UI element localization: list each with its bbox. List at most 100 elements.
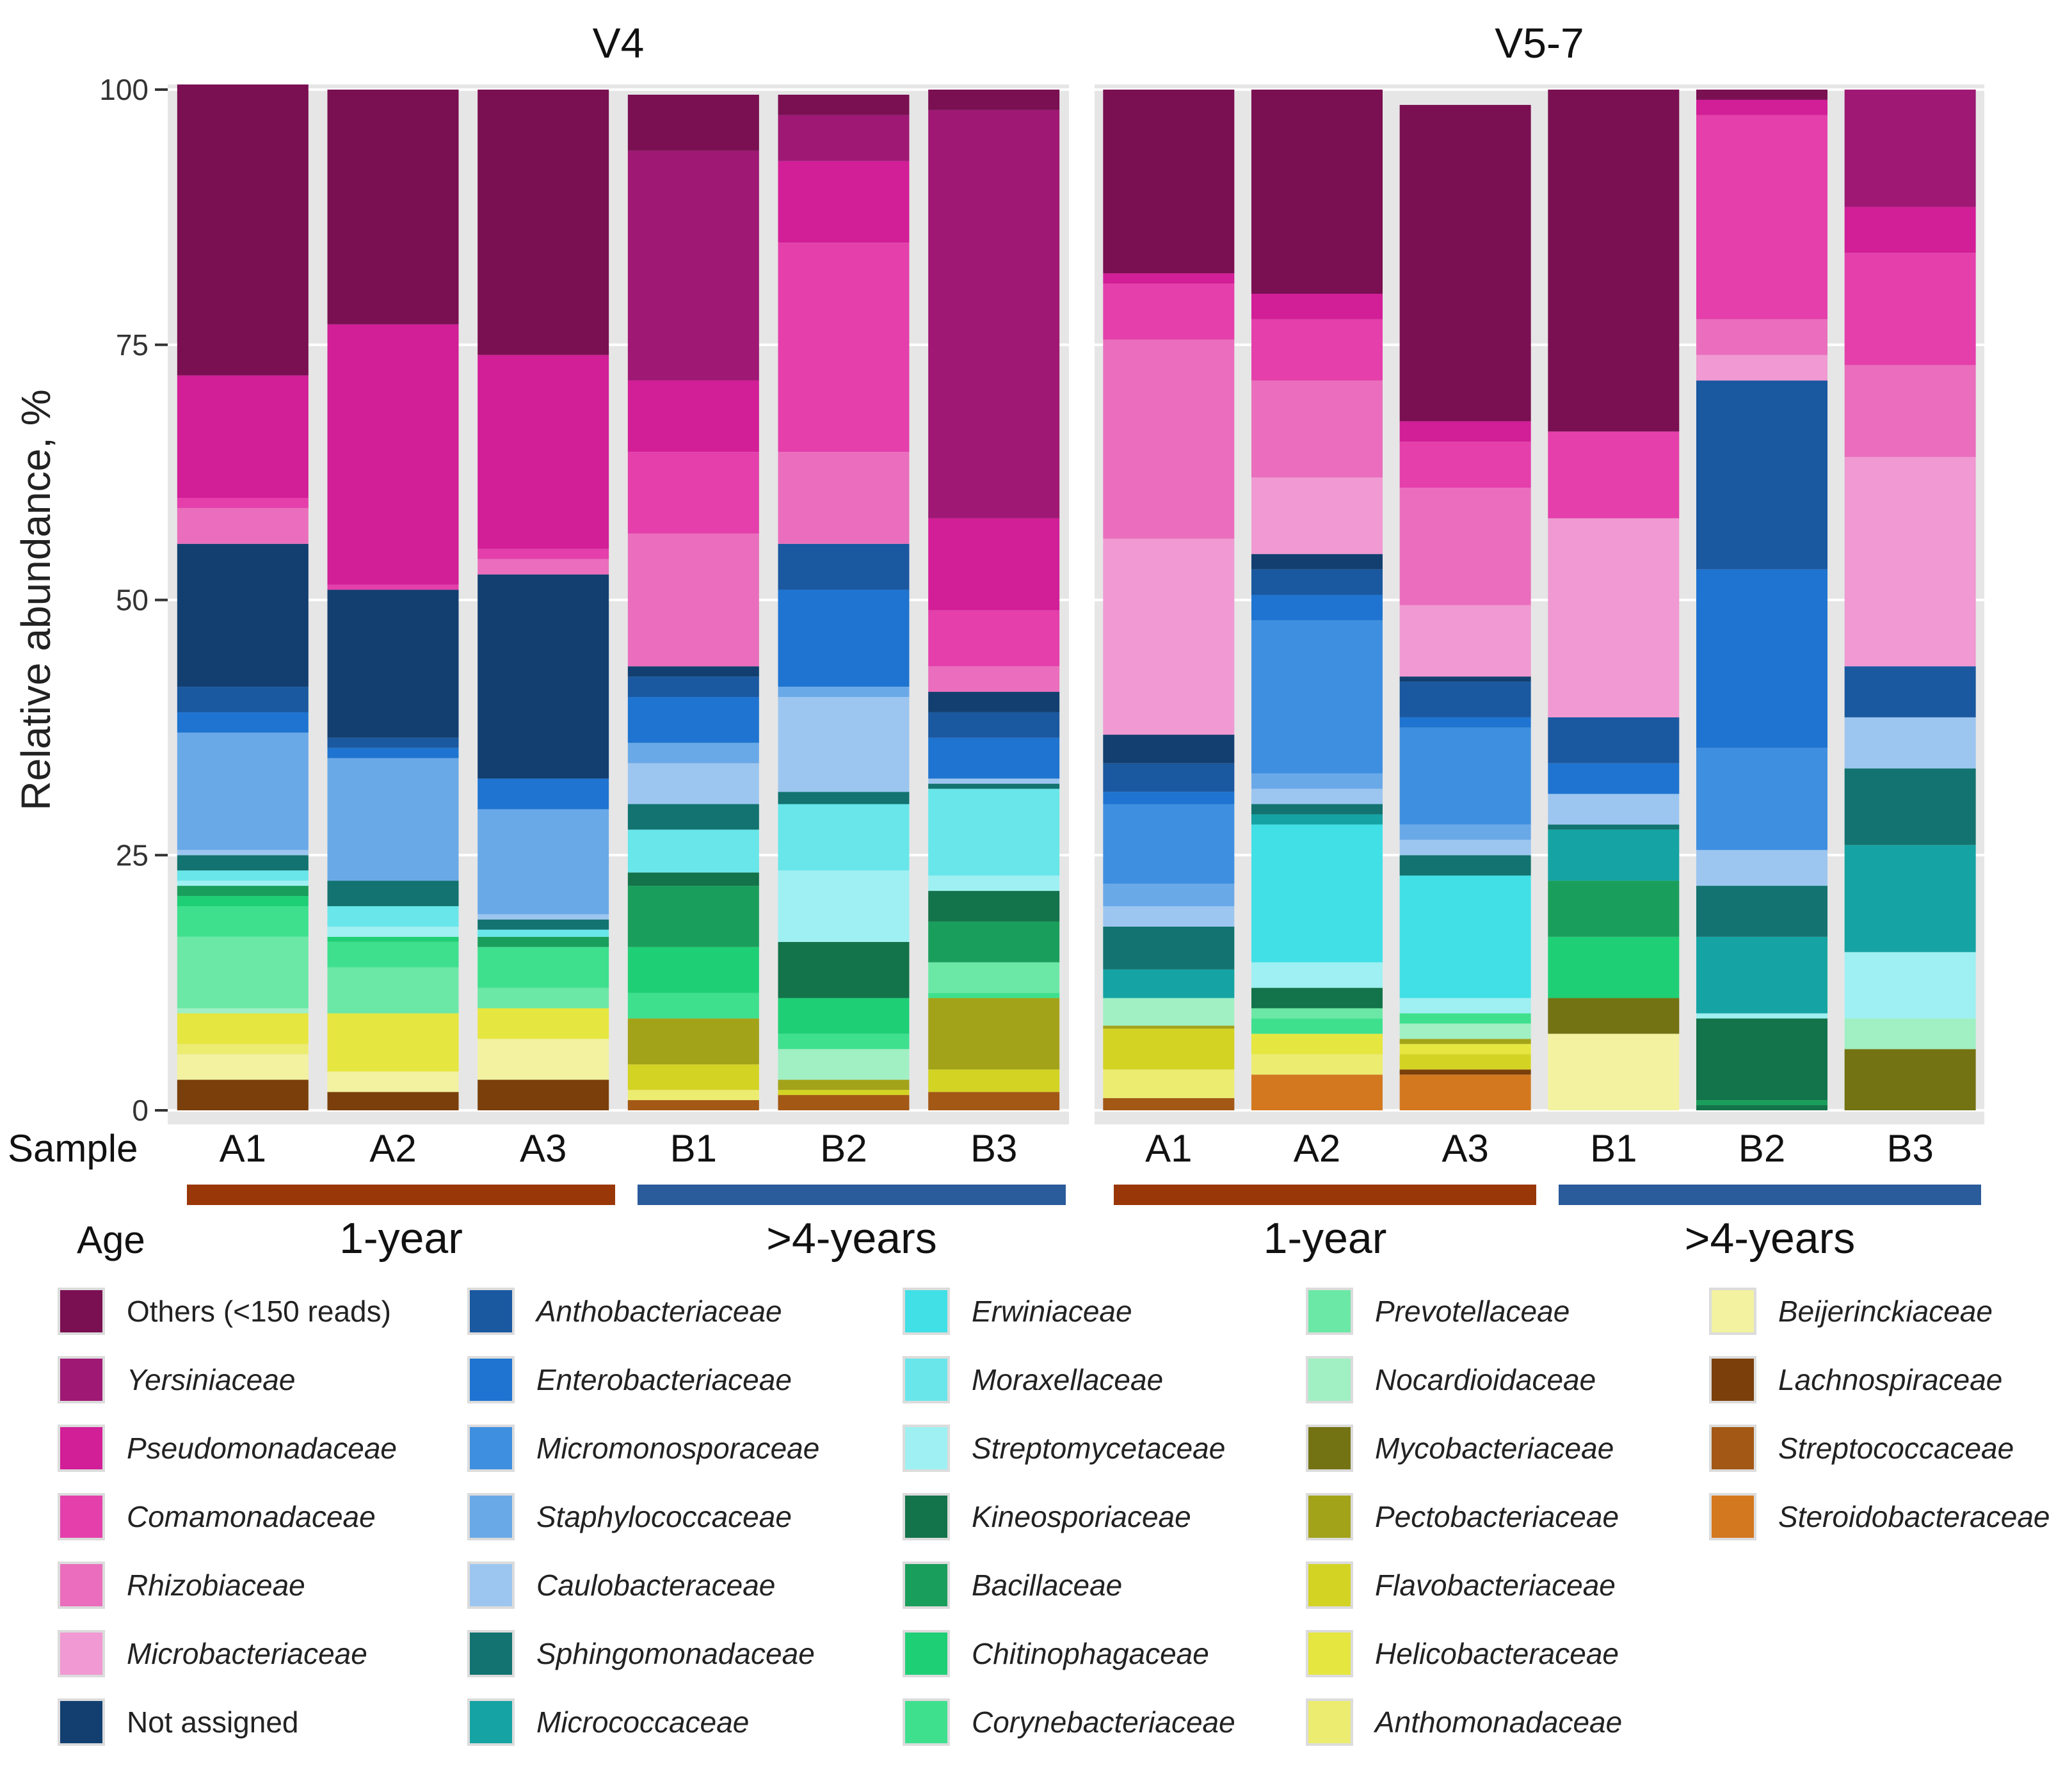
legend-label: Nocardioidaceae [1375, 1363, 1596, 1396]
y-tick-label-50: 50 [116, 584, 149, 617]
bar-segment-V4-B3-prevotellaceae-4 [928, 962, 1060, 993]
bar-segment-V4-B3-not-assigned-13 [928, 692, 1060, 712]
bar-segment-V5-7-A3-staphylococcaceae-11 [1399, 824, 1531, 840]
bar-segment-V4-B2-nocardioidaceae-3 [778, 1049, 910, 1080]
bar-segment-V4-A2-anthobacteriaceae-11 [327, 737, 459, 748]
bar-segment-V5-7-B2-streptomycetaceae-3 [1696, 1013, 1827, 1019]
legend-label: Yersiniaceae [127, 1363, 296, 1396]
bar-segment-V5-7-B1-enterobacteriaceae-7 [1548, 763, 1680, 794]
bar-segment-V5-7-B3-rhizobiaceae-8 [1844, 365, 1976, 458]
legend-item: Micrococcaceae [467, 1691, 877, 1748]
legend-label: Micrococcaceae [536, 1705, 750, 1739]
bar-segment-V4-A3-prevotellaceae-3 [478, 987, 609, 1009]
legend-item: Flavobacteriaceae [1306, 1554, 1715, 1611]
bar-segment-V4-B3-bacillaceae-5 [928, 921, 1060, 962]
bar-segment-V5-7-A2-pseudomonadaceae-19 [1251, 294, 1383, 319]
legend-swatch [1306, 1356, 1353, 1403]
bar-segment-V4-A3-pseudomonadaceae-14 [478, 355, 609, 549]
panel-layer [168, 84, 1984, 1124]
legend-swatch [1306, 1493, 1353, 1540]
bar-segment-V4-B3-anthobacteriaceae-12 [928, 712, 1060, 738]
age-bar-V5-7-1 [1559, 1185, 1981, 1205]
bar-segment-V5-7-B1-chitinophagaceae-2 [1548, 936, 1680, 998]
bar-segment-V4-A3-rhizobiaceae-12 [478, 559, 609, 575]
legend-item: Moraxellaceae [903, 1348, 1312, 1406]
panel-title-V4: V4 [593, 19, 645, 67]
bar-segment-V4-B2-pseudomonadaceae-16 [778, 161, 910, 243]
legend-item: Helicobacteraceae [1306, 1622, 1715, 1680]
bar-segment-V5-7-A1-micromonosporaceae-9 [1103, 804, 1235, 884]
legend-label: Lachnospiraceae [1778, 1363, 2003, 1396]
bar-segment-V4-A2-corynebacteriaceae-4 [327, 941, 459, 968]
bar-segment-V5-7-A2-anthobacteriaceae-14 [1251, 569, 1383, 595]
legend-item: Others (<150 reads) [58, 1280, 467, 1338]
legend-swatch [467, 1356, 515, 1403]
age-bar-V4-0 [187, 1185, 615, 1205]
bar-segment-V4-A1-enterobacteriaceae-14 [177, 712, 309, 733]
bar-segment-V5-7-B3-micrococcaceae-3 [1844, 845, 1976, 952]
axis-layer: 0 25 50 75 100 [99, 73, 168, 1127]
bar-segment-V4-A3-beijerinckiaceae-1 [478, 1039, 609, 1080]
bar-segment-V4-A1-prevotellaceae-5 [177, 936, 309, 1009]
legend-item: Staphylococcaceae [467, 1485, 877, 1543]
legend-label: Not assigned [127, 1705, 299, 1739]
bar-segment-V5-7-A3-micromonosporaceae-12 [1399, 727, 1531, 825]
bar-segment-V4-A1-nocardioidaceae-4 [177, 1008, 309, 1014]
bar-segment-V5-7-B2-comamonadaceae-12 [1696, 115, 1827, 319]
bar-segment-V4-B3-streptococcaceae-0 [928, 1092, 1060, 1110]
bar-segment-V5-7-A2-enterobacteriaceae-13 [1251, 595, 1383, 621]
age-label-V5-7-0: 1-year [1264, 1214, 1387, 1263]
legend-item: Microbacteriaceae [58, 1622, 467, 1680]
legend-item: Micromonosporaceae [467, 1417, 877, 1474]
legend-swatch [1306, 1698, 1353, 1746]
legend-swatch [467, 1425, 515, 1472]
bar-segment-V4-B3-others-150-reads--18 [928, 90, 1060, 110]
bar-segment-V5-7-A2-prevotellaceae-4 [1251, 1008, 1383, 1019]
bar-segment-V5-7-B2-kineosporiaceae-0 [1696, 1105, 1827, 1110]
legend-swatch [1306, 1561, 1353, 1609]
legend-label: Enterobacteriaceae [536, 1363, 792, 1396]
age-bar-V4-1 [638, 1185, 1066, 1205]
legend-item: Nocardioidaceae [1306, 1348, 1715, 1406]
bar-segment-V5-7-A2-others-150-reads--20 [1251, 90, 1383, 294]
y-tick-label-0: 0 [132, 1094, 149, 1127]
legend-swatch [467, 1493, 515, 1540]
bar-segment-V5-7-A1-nocardioidaceae-4 [1103, 998, 1235, 1026]
legend-swatch [58, 1288, 105, 1335]
bar-segment-V5-7-A1-micrococcaceae-5 [1103, 969, 1235, 998]
sample-label-V5-7-B3: B3 [1886, 1127, 1933, 1170]
bar-segment-V5-7-B3-pseudomonadaceae-10 [1844, 207, 1976, 253]
bar-segment-V5-7-A1-enterobacteriaceae-10 [1103, 792, 1235, 804]
bar-segment-V5-7-A2-helicobacteraceae-2 [1251, 1034, 1383, 1055]
bar-segment-V4-A2-others-150-reads--15 [327, 90, 459, 324]
legend-swatch [58, 1630, 105, 1677]
legend-item: Pseudomonadaceae [58, 1417, 467, 1474]
bar-segment-V4-A2-staphylococcaceae-9 [327, 758, 459, 881]
age-label-V4-0: 1-year [339, 1214, 463, 1263]
legend-swatch [467, 1630, 515, 1677]
legend-item: Corynebacteriaceae [903, 1691, 1312, 1748]
bar-segment-V4-B3-moraxellaceae-8 [928, 788, 1060, 876]
legend-swatch [58, 1493, 105, 1540]
bar-segment-V4-A3-comamonadaceae-13 [478, 548, 609, 559]
bar-segment-V5-7-B2-sphingomonadaceae-5 [1696, 886, 1827, 937]
bar-segment-V5-7-A3-lachnospiraceae-1 [1399, 1069, 1531, 1075]
sample-label-V4-B1: B1 [670, 1127, 717, 1170]
bar-segment-V4-A1-others-150-reads--20 [177, 84, 309, 376]
bar-segment-V5-7-B1-bacillaceae-3 [1548, 881, 1680, 937]
bar-segment-V5-7-A2-microbacteriaceae-16 [1251, 477, 1383, 554]
bar-segment-V4-B3-yersiniaceae-17 [928, 109, 1060, 518]
bar-segment-V4-B3-corynebacteriaceae-3 [928, 993, 1060, 998]
legend-label: Helicobacteraceae [1375, 1637, 1619, 1670]
legend-swatch [1306, 1425, 1353, 1472]
legend-item: Beijerinckiaceae [1709, 1280, 2072, 1338]
legend-swatch [1306, 1630, 1353, 1677]
bar-segment-V5-7-A2-comamonadaceae-18 [1251, 319, 1383, 381]
panel-background-V5-7 [1095, 84, 1984, 1124]
legend-swatch [903, 1630, 950, 1677]
bar-segment-V5-7-A2-sphingomonadaceae-9 [1251, 804, 1383, 815]
bar-segment-V5-7-B2-micrococcaceae-4 [1696, 936, 1827, 1014]
bar-segment-V5-7-B1-comamonadaceae-10 [1548, 431, 1680, 518]
bar-segment-V5-7-A3-helicobacteraceae-3 [1399, 1044, 1531, 1055]
bar-segment-V5-7-B2-caulobacteraceae-6 [1696, 850, 1827, 886]
